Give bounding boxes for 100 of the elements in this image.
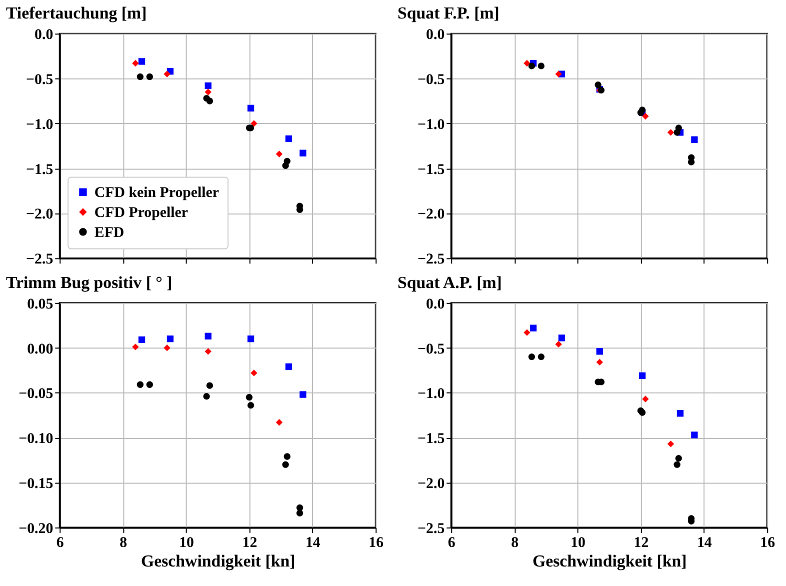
- point: [638, 106, 646, 114]
- point: [528, 353, 536, 360]
- point: [675, 454, 682, 462]
- chart-title: Squat F.P. [m]: [397, 4, 500, 23]
- point: [555, 340, 562, 348]
- point: [558, 334, 566, 342]
- point: [284, 453, 290, 460]
- point: [300, 150, 306, 156]
- x-tick-label: 10: [179, 534, 194, 551]
- y-tick-label: −0.5: [418, 341, 445, 358]
- x-tick-label: 16: [760, 534, 776, 551]
- point: [285, 363, 292, 370]
- point: [285, 135, 292, 142]
- point: [596, 348, 603, 355]
- point: [667, 129, 674, 136]
- point: [642, 112, 649, 120]
- point: [204, 332, 212, 340]
- point: [530, 324, 537, 332]
- point: [146, 381, 154, 388]
- y-tick-label: −0.5: [26, 72, 54, 88]
- point: [538, 353, 545, 360]
- x-tick-label: 8: [120, 534, 128, 551]
- point: [688, 158, 695, 166]
- point: [300, 391, 306, 398]
- point: [203, 392, 210, 400]
- point: [204, 348, 212, 355]
- y-tick-label: −0.10: [18, 431, 54, 448]
- y-tick-label: −1.0: [418, 116, 445, 133]
- point: [204, 82, 212, 90]
- x-tick-label: 14: [696, 534, 712, 551]
- point: [247, 104, 254, 112]
- point: [676, 410, 684, 417]
- x-tick-label: 12: [242, 534, 258, 551]
- y-tick-label: −0.20: [18, 520, 54, 537]
- point: [674, 461, 680, 468]
- y-tick-label: 0.0: [34, 27, 54, 44]
- point: [296, 504, 304, 512]
- y-tick-label: −0.15: [18, 476, 54, 492]
- point: [136, 381, 144, 388]
- y-tick-label: −1.0: [418, 386, 445, 402]
- point: [136, 73, 144, 80]
- x-axis-title: Geschwindigkeit [kn]: [532, 552, 687, 571]
- point: [667, 440, 674, 448]
- point: [246, 394, 253, 401]
- x-tick-label: 12: [634, 534, 649, 551]
- point: [538, 62, 545, 70]
- legend-label: EFD: [94, 224, 124, 241]
- point: [675, 124, 682, 132]
- x-tick-label: 6: [448, 534, 456, 551]
- y-tick-label: −0.5: [418, 72, 445, 88]
- y-tick-label: 0.0: [426, 296, 445, 312]
- point: [247, 402, 254, 409]
- point: [691, 136, 698, 143]
- point: [164, 344, 170, 352]
- point: [138, 336, 146, 344]
- chart-title: Tiefertauchung [m]: [6, 4, 147, 23]
- point: [555, 70, 562, 78]
- point: [166, 335, 174, 342]
- point: [247, 335, 254, 342]
- y-tick-label: −1.0: [26, 116, 54, 133]
- point: [524, 329, 530, 336]
- chart-title: Trimm Bug positiv [ ° ]: [6, 272, 172, 292]
- point: [204, 88, 212, 96]
- point: [594, 81, 602, 88]
- point: [596, 358, 603, 366]
- x-tick-label: 14: [305, 534, 321, 551]
- y-tick-label: −2.5: [418, 520, 445, 537]
- point: [250, 120, 258, 127]
- legend-label: CFD Propeller: [94, 204, 188, 221]
- y-tick-label: −0.05: [18, 386, 54, 402]
- y-tick-label: −2.0: [418, 476, 445, 492]
- point: [296, 510, 304, 516]
- point: [524, 60, 530, 67]
- x-axis-title: Geschwindigkeit [kn]: [140, 552, 296, 571]
- point: [276, 419, 283, 426]
- point: [528, 62, 536, 70]
- y-tick-label: −2.0: [26, 206, 54, 223]
- point: [284, 158, 290, 164]
- point: [206, 382, 214, 389]
- point: [691, 432, 698, 438]
- point: [206, 98, 214, 104]
- x-tick-label: 16: [368, 534, 384, 551]
- y-tick-label: 0.0: [426, 27, 445, 44]
- y-tick-label: −2.5: [418, 252, 445, 268]
- y-tick-label: −1.5: [418, 431, 445, 448]
- point: [642, 396, 649, 402]
- point: [282, 461, 289, 468]
- x-tick-label: 10: [570, 534, 586, 551]
- point: [132, 344, 139, 350]
- point: [138, 58, 146, 65]
- y-tick-label: −1.5: [26, 162, 54, 178]
- point: [132, 60, 139, 67]
- point: [638, 372, 646, 379]
- x-tick-label: 6: [56, 534, 64, 551]
- y-tick-label: 0.05: [27, 296, 54, 312]
- y-tick-label: −2.5: [26, 252, 54, 268]
- point: [146, 73, 154, 80]
- point: [276, 150, 283, 158]
- point: [164, 70, 170, 78]
- point: [250, 370, 258, 376]
